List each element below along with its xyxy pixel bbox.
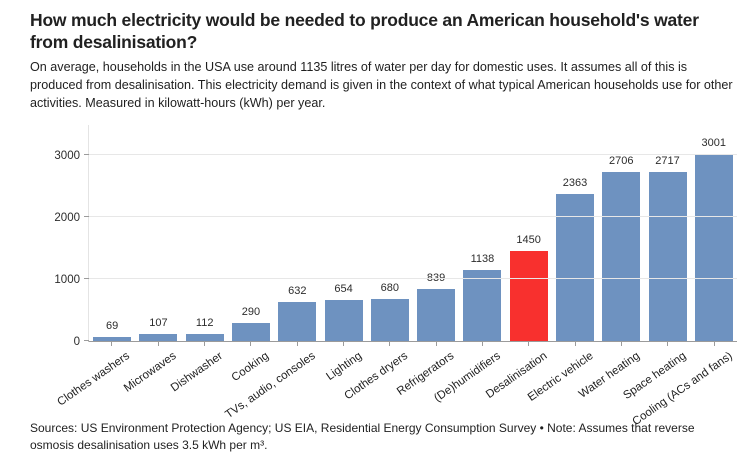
x-tick-mark — [157, 342, 159, 347]
x-slot: Cooling (ACs and fans) — [630, 342, 737, 428]
bar-tvs-audio-consoles — [278, 302, 317, 342]
bar-slot: 2706 — [598, 125, 644, 342]
bar-value-label: 3001 — [701, 137, 727, 150]
y-tick-label: 3000 — [54, 149, 80, 162]
gridline-1000 — [89, 278, 737, 280]
x-slot: Desalinisation — [484, 342, 551, 418]
x-slot: (De)humidifiers — [432, 342, 505, 418]
x-tick-mark — [111, 342, 113, 347]
x-tick-mark — [574, 342, 576, 347]
x-tick-mark — [203, 342, 205, 347]
x-tick-mark — [621, 342, 623, 347]
x-slot: TVs, audio, consoles — [223, 342, 319, 421]
x-tick-mark — [435, 342, 437, 347]
bar-value-label: 2706 — [608, 155, 634, 168]
bar-value-label: 1450 — [516, 234, 541, 247]
bar-slot: 2717 — [644, 125, 690, 342]
x-tick-mark — [713, 342, 715, 347]
bars-container: 69 107 112 290 632 654 680 839 1138 1450 2363 2706 2… — [89, 125, 737, 342]
bar-value-label: 290 — [241, 306, 261, 319]
x-slot: Microwaves — [122, 342, 180, 418]
bar-chart: 69 107 112 290 632 654 680 839 1138 1450 2363 2706 2… — [30, 125, 738, 428]
bar-refrigerators — [417, 289, 456, 342]
chart-subtitle: On average, households in the USA use ar… — [30, 59, 733, 110]
bar-value-label: 69 — [106, 320, 119, 333]
y-tick-label: 2000 — [54, 211, 80, 224]
x-tick-mark — [342, 342, 344, 347]
bar-dishwasher — [185, 334, 224, 342]
bar-electric-vehicle — [555, 194, 594, 342]
x-tick-mark — [250, 342, 252, 347]
x-tick-mark — [482, 342, 484, 347]
plot-area: 69 107 112 290 632 654 680 839 1138 1450 2363 2706 2… — [54, 125, 737, 348]
x-axis-labels: Clothes washers Microwaves Dishwasher Cooki… — [56, 342, 737, 428]
bar-slot: 680 — [367, 125, 413, 342]
bar-value-label: 680 — [380, 282, 400, 295]
x-tick-mark — [667, 342, 669, 347]
y-tick-label: 1000 — [54, 274, 80, 287]
x-slot: Cooking — [227, 342, 273, 418]
bar-clothes-dryers — [370, 299, 409, 342]
x-slot: Clothes washers — [56, 342, 134, 418]
page-title: How much electricity would be needed to … — [30, 10, 699, 53]
bar-slot: 107 — [135, 125, 181, 342]
x-slot: Refrigerators — [395, 342, 459, 418]
bar-slot: 632 — [274, 125, 320, 342]
y-tick-mark — [84, 278, 89, 280]
x-slot: Clothes dryers — [343, 342, 412, 418]
x-tick-label: Clothes washers — [55, 350, 133, 409]
y-tick-mark — [84, 340, 89, 342]
x-slot: Water heating — [577, 342, 644, 418]
bar-cooling-acs-and-fans — [694, 154, 733, 342]
bar-water-heating — [602, 172, 641, 342]
bar-value-label: 112 — [195, 317, 214, 330]
y-tick-label: 0 — [73, 336, 80, 349]
bar-value-label: 654 — [334, 283, 353, 296]
bar-slot: 1138 — [459, 125, 505, 342]
gridline-3000 — [89, 153, 737, 155]
x-slot: Electric vehicle — [526, 342, 598, 418]
bar-clothes-washers — [93, 337, 132, 342]
bar-slot: 290 — [228, 125, 274, 342]
bar-desalinisation — [509, 251, 548, 342]
bar-slot: 112 — [182, 125, 228, 342]
bar-cooking — [231, 323, 270, 342]
bar-value-label: 2717 — [655, 155, 680, 168]
bar-slot: 654 — [320, 125, 366, 342]
x-slot: Dishwasher — [169, 342, 227, 418]
bar-slot: 2363 — [552, 125, 598, 342]
bar-value-label: 107 — [149, 317, 168, 330]
bar-lighting — [324, 300, 363, 342]
x-slot: Lighting — [320, 342, 366, 418]
x-tick-mark — [296, 342, 298, 347]
x-tick-mark — [389, 342, 391, 347]
x-tick-mark — [528, 342, 530, 347]
bar-space-heating — [648, 172, 687, 342]
bar-slot: 3001 — [691, 125, 737, 342]
bar-de-humidifiers — [463, 270, 502, 342]
x-tick-label: Lighting — [323, 350, 364, 384]
bar-slot: 1450 — [506, 125, 552, 342]
y-tick-mark — [84, 215, 89, 217]
bar-value-label: 1138 — [470, 253, 495, 266]
bar-value-label: 632 — [288, 285, 307, 298]
x-slot: Space heating — [621, 342, 690, 418]
gridline-2000 — [89, 215, 737, 217]
bar-value-label: 2363 — [562, 177, 588, 190]
bar-slot: 839 — [413, 125, 459, 342]
bar-microwaves — [139, 334, 178, 342]
bar-slot: 69 — [89, 125, 135, 342]
source-note: Sources: US Environment Protection Agenc… — [30, 421, 695, 453]
x-tick-label: Cooking — [229, 350, 272, 385]
y-tick-mark — [84, 153, 89, 155]
